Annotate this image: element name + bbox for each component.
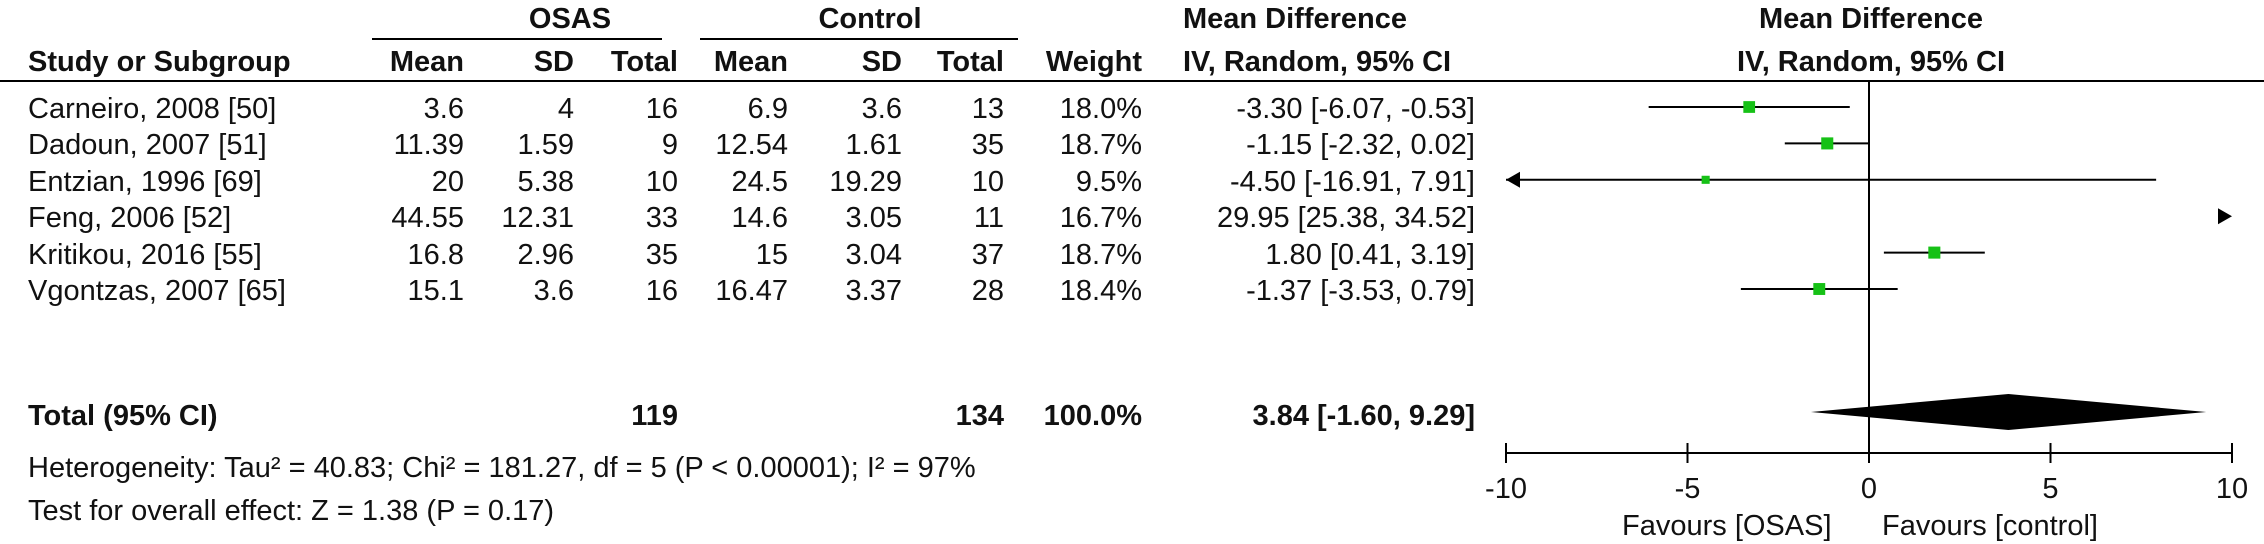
total-label: Total (95% CI) bbox=[28, 400, 218, 432]
sd1-value: 2.96 bbox=[517, 238, 574, 271]
ci-value: -4.50 [-16.91, 7.91] bbox=[1229, 165, 1475, 198]
mean1-value: 44.55 bbox=[391, 202, 464, 235]
weight-value: 9.5% bbox=[1075, 165, 1142, 198]
ci-value: -1.37 [-3.53, 0.79] bbox=[1246, 275, 1475, 307]
effect-header-top: Mean Difference bbox=[1183, 3, 1408, 35]
mean1-value: 16.8 bbox=[407, 238, 464, 271]
ci-arrow-right bbox=[2218, 208, 2232, 225]
favours-left-label: Favours [OSAS] bbox=[1622, 510, 1832, 542]
sd2-value: 19.29 bbox=[829, 165, 902, 198]
sd1-value: 12.31 bbox=[501, 202, 574, 235]
study-name: Dadoun, 2007 [51] bbox=[28, 129, 267, 162]
ci-value: 29.95 [25.38, 34.52] bbox=[1217, 202, 1475, 235]
sd1-value: 5.38 bbox=[517, 165, 574, 198]
total1-value: 16 bbox=[645, 275, 678, 307]
total2-value: 134 bbox=[955, 400, 1004, 432]
mean2-value: 6.9 bbox=[747, 93, 788, 125]
total-ci: 3.84 [-1.60, 9.29] bbox=[1252, 400, 1475, 432]
group2-underline bbox=[700, 38, 1018, 40]
study-name: Vgontzas, 2007 [65] bbox=[28, 275, 286, 307]
mean2-value: 15 bbox=[755, 238, 788, 271]
ci-value: 1.80 [0.41, 3.19] bbox=[1265, 238, 1475, 271]
point-estimate-square bbox=[1821, 137, 1834, 150]
mean2-value: 14.6 bbox=[731, 202, 788, 235]
sd1-value: 1.59 bbox=[517, 129, 574, 162]
x-tick-label: 10 bbox=[2216, 473, 2248, 505]
plot-header-bottom: IV, Random, 95% CI bbox=[1736, 46, 2006, 78]
x-tick-label: -5 bbox=[1675, 473, 1701, 505]
weight-header: Weight bbox=[1045, 46, 1142, 78]
total1-value: 33 bbox=[645, 202, 678, 235]
study-name: Entzian, 1996 [69] bbox=[28, 165, 262, 198]
mean1-value: 15.1 bbox=[407, 275, 464, 307]
study-name: Carneiro, 2008 [50] bbox=[28, 93, 277, 125]
mean1-value: 11.39 bbox=[393, 129, 464, 162]
x-tick-label: -10 bbox=[1485, 473, 1527, 505]
total2-value: 13 bbox=[971, 93, 1004, 125]
ci-arrow-left bbox=[1506, 171, 1520, 188]
pooled-diamond bbox=[1810, 394, 2207, 430]
ci-value: -1.15 [-2.32, 0.02] bbox=[1246, 129, 1475, 162]
x-tick-label: 5 bbox=[2042, 473, 2058, 505]
plot-header-top: Mean Difference bbox=[1758, 3, 1983, 35]
total1-value: 9 bbox=[661, 129, 678, 162]
sd2-value: 3.05 bbox=[845, 202, 902, 235]
x-tick-label: 0 bbox=[1861, 473, 1877, 505]
point-estimate-square bbox=[1743, 101, 1756, 113]
total1-header: Total bbox=[610, 46, 678, 78]
header-rule bbox=[0, 80, 2264, 82]
weight-value: 16.7% bbox=[1059, 202, 1142, 235]
ci-value: -3.30 [-6.07, -0.53] bbox=[1236, 93, 1475, 125]
mean2-value: 16.47 bbox=[715, 275, 788, 307]
mean2-header: Mean bbox=[713, 46, 788, 78]
total2-value: 28 bbox=[971, 275, 1004, 307]
heterogeneity-text: Heterogeneity: Tau² = 40.83; Chi² = 181.… bbox=[28, 452, 976, 484]
total1-value: 35 bbox=[645, 238, 678, 271]
total1-value: 119 bbox=[631, 400, 678, 432]
total2-value: 10 bbox=[971, 165, 1004, 198]
point-estimate-square bbox=[1701, 175, 1710, 184]
sd2-value: 1.61 bbox=[845, 129, 902, 162]
sd1-value: 3.6 bbox=[533, 275, 574, 307]
effect-header-bottom: IV, Random, 95% CI bbox=[1183, 46, 1452, 78]
overall-effect-text: Test for overall effect: Z = 1.38 (P = 0… bbox=[28, 495, 555, 527]
mean2-value: 12.54 bbox=[715, 129, 788, 162]
weight-value: 18.4% bbox=[1059, 275, 1142, 307]
group2-header: Control bbox=[818, 3, 922, 35]
total-weight: 100.0% bbox=[1043, 400, 1142, 432]
favours-right-label: Favours [control] bbox=[1882, 510, 2098, 542]
point-estimate-square bbox=[1928, 246, 1941, 259]
mean1-header: Mean bbox=[389, 46, 464, 78]
weight-value: 18.7% bbox=[1059, 129, 1142, 162]
sd2-header: SD bbox=[861, 46, 902, 78]
study-name: Kritikou, 2016 [55] bbox=[28, 238, 262, 271]
weight-value: 18.7% bbox=[1059, 238, 1142, 271]
sd2-value: 3.04 bbox=[845, 238, 902, 271]
group1-header: OSAS bbox=[528, 3, 612, 35]
sd1-value: 4 bbox=[557, 93, 574, 125]
mean1-value: 3.6 bbox=[423, 93, 464, 125]
point-estimate-square bbox=[1813, 283, 1826, 295]
sd2-value: 3.37 bbox=[845, 275, 902, 307]
weight-value: 18.0% bbox=[1059, 93, 1142, 125]
study-name: Feng, 2006 [52] bbox=[28, 202, 232, 235]
sd2-value: 3.6 bbox=[861, 93, 902, 125]
total2-value: 11 bbox=[973, 202, 1004, 235]
total2-value: 35 bbox=[971, 129, 1004, 162]
total1-value: 16 bbox=[645, 93, 678, 125]
mean2-value: 24.5 bbox=[731, 165, 788, 198]
sd1-header: SD bbox=[533, 46, 574, 78]
total2-value: 37 bbox=[971, 238, 1004, 271]
group1-underline bbox=[372, 38, 662, 40]
total1-value: 10 bbox=[645, 165, 678, 198]
total2-header: Total bbox=[936, 46, 1004, 78]
study-header: Study or Subgroup bbox=[28, 46, 291, 78]
mean1-value: 20 bbox=[431, 165, 464, 198]
